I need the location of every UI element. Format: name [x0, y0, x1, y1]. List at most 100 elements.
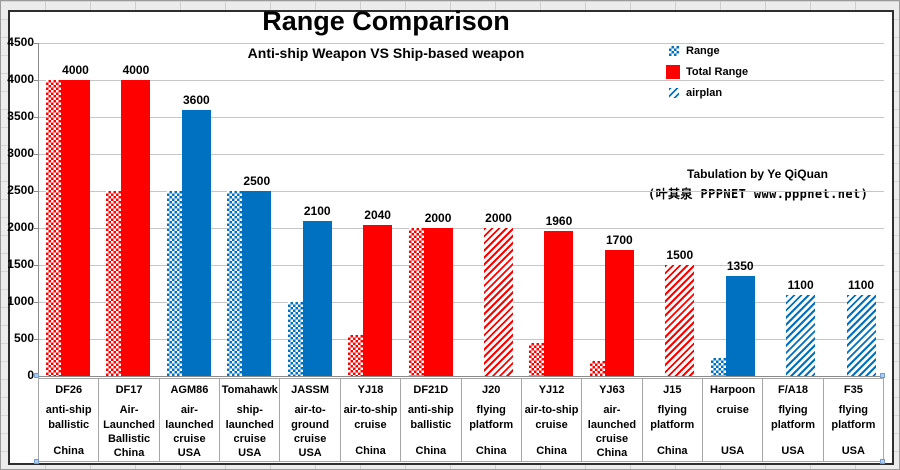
bar-range-DF21D[interactable]	[408, 228, 424, 376]
data-label: 2000	[485, 211, 512, 225]
category-cell-Harpoon: Harpoon cruise USA	[701, 379, 762, 461]
data-label: 1960	[545, 213, 573, 228]
category-name: YJ12	[538, 384, 565, 396]
category-type: flying platform	[831, 404, 876, 431]
category-cell-F35: F35 flying platform USA	[822, 379, 883, 461]
category-cell-F/A18: F/A18 flying platform USA	[762, 379, 822, 461]
bar-total-Tomahawk[interactable]	[242, 191, 272, 376]
category-cell-JASSM: JASSM air-to- ground cruise USA	[279, 379, 339, 461]
bar-range-YJ63[interactable]	[589, 361, 605, 376]
category-name: YJ63	[599, 384, 625, 396]
data-label: 1700	[605, 233, 633, 248]
legend-swatch-solid-red	[666, 65, 680, 79]
gridline	[38, 191, 884, 192]
category-type: flying platform	[469, 404, 514, 431]
data-label: 1100	[848, 277, 875, 292]
category-country: USA	[781, 444, 805, 457]
gridline	[38, 302, 884, 303]
data-label: 3600	[182, 92, 210, 107]
bar-total-JASSM[interactable]	[302, 220, 332, 376]
category-name: F35	[843, 384, 863, 396]
bar-total-DF17[interactable]	[121, 80, 151, 376]
category-cell-DF21D: DF21D anti-ship ballistic China	[400, 379, 460, 461]
category-country: China	[415, 444, 447, 457]
gridline	[38, 117, 884, 118]
category-cell-YJ18: YJ18 air-to-ship cruise China	[339, 379, 400, 461]
category-country: USA	[177, 447, 202, 460]
y-axis-tick	[34, 339, 38, 340]
bar-total-AGM86[interactable]	[181, 109, 211, 376]
bar-total-YJ63[interactable]	[604, 250, 634, 376]
y-axis-tick-label: 1500	[7, 257, 34, 271]
chart-title: Range Comparison	[262, 6, 510, 36]
legend-item-range[interactable]: Range	[669, 45, 748, 57]
bar-range-JASSM[interactable]	[287, 302, 303, 376]
category-name: DF21D	[413, 384, 449, 396]
selection-handle[interactable]	[34, 459, 39, 464]
legend-swatch-checker-blue	[669, 46, 679, 56]
y-axis-tick-label: 0	[27, 368, 34, 382]
category-type: anti-ship ballistic	[407, 404, 454, 431]
bar-range-AGM86[interactable]	[166, 191, 182, 376]
bar-range-Tomahawk[interactable]	[227, 191, 243, 376]
bar-range-YJ18[interactable]	[348, 335, 364, 376]
category-type: Air- Launched Ballistic	[103, 404, 156, 445]
category-country: USA	[841, 444, 865, 457]
annotation-line2: (叶其泉 PPPNET www.pppnet.net)	[648, 187, 869, 201]
category-country: China	[53, 444, 84, 457]
category-name: F/A18	[778, 384, 808, 396]
gridline	[38, 80, 884, 81]
legend-item-total-range[interactable]: Total Range	[666, 65, 749, 79]
gridline	[38, 154, 884, 155]
category-type: air-to-ship cruise	[343, 404, 398, 431]
y-axis-tick	[34, 80, 38, 81]
category-country: USA	[298, 447, 322, 460]
gridline	[38, 339, 884, 340]
legend-item-airplan[interactable]: airplan	[669, 87, 748, 99]
bar-range-YJ12[interactable]	[529, 342, 545, 376]
category-type: flying platform	[770, 404, 815, 431]
category-name: YJ18	[357, 384, 384, 396]
category-country: China	[355, 444, 386, 457]
category-country: USA	[721, 444, 745, 457]
category-country: USA	[238, 447, 262, 460]
category-cell-YJ63: YJ63 air- launched cruise China	[581, 379, 641, 461]
category-type: air-to-ship cruise	[524, 404, 579, 431]
category-type: cruise	[716, 404, 749, 417]
bar-airplan-F/A18[interactable]	[786, 294, 816, 376]
bar-total-DF21D[interactable]	[423, 228, 453, 376]
legend-label: airplan	[686, 87, 723, 99]
bar-range-DF17[interactable]	[106, 191, 122, 376]
data-label: 2100	[303, 203, 331, 218]
gridline	[38, 43, 884, 44]
y-axis-tick-label: 2500	[7, 183, 34, 197]
category-country: China	[536, 444, 567, 457]
bar-total-YJ18[interactable]	[363, 225, 393, 376]
y-axis-tick	[34, 43, 38, 44]
category-country: China	[596, 447, 628, 460]
selection-handle[interactable]	[880, 373, 885, 378]
bar-total-Harpoon[interactable]	[725, 276, 755, 376]
data-label: 4000	[62, 63, 89, 77]
bar-airplan-J20[interactable]	[484, 228, 513, 376]
selection-handle[interactable]	[34, 373, 39, 378]
bar-total-YJ12[interactable]	[544, 230, 574, 376]
data-label: 1500	[666, 248, 694, 262]
category-name: DF17	[115, 384, 143, 396]
bar-range-DF26[interactable]	[46, 80, 61, 376]
category-name: AGM86	[170, 384, 209, 396]
legend[interactable]: Range Total Range airplan	[666, 45, 749, 107]
y-axis-tick-label: 4500	[7, 35, 34, 49]
selection-handle[interactable]	[880, 459, 885, 464]
legend-label: Total Range	[686, 66, 749, 78]
y-axis-tick	[34, 117, 38, 118]
y-axis-tick	[34, 302, 38, 303]
bar-total-DF26[interactable]	[61, 80, 90, 376]
category-axis-line	[38, 376, 884, 377]
category-type: air-to- ground cruise	[291, 404, 330, 445]
bar-range-Harpoon[interactable]	[710, 357, 726, 376]
category-country: China	[475, 444, 507, 457]
bar-airplan-J15[interactable]	[665, 265, 695, 376]
legend-label: Range	[686, 45, 720, 57]
bar-airplan-F35[interactable]	[846, 294, 876, 376]
